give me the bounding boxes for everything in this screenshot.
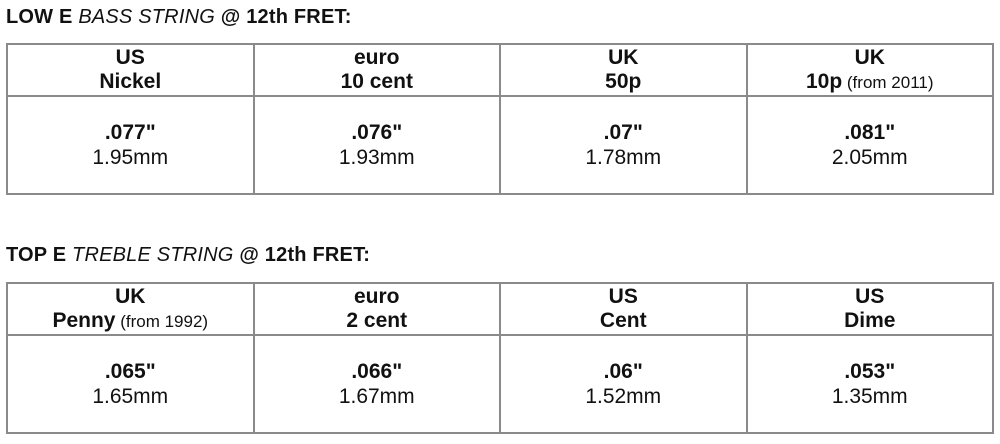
coin-name: 50p bbox=[605, 69, 642, 93]
coin-name: Dime bbox=[844, 308, 896, 332]
thickness-mm: 1.78mm bbox=[585, 146, 662, 169]
title-italic: TREBLE STRING bbox=[72, 244, 234, 266]
coin-header: US Nickel bbox=[6, 43, 255, 97]
bass-string-title: LOW E BASS STRING @ 12th FRET: bbox=[6, 6, 352, 29]
thickness-inches: .077" bbox=[104, 121, 156, 144]
thickness-inches: .06" bbox=[603, 360, 643, 383]
thickness-inches: .076" bbox=[351, 121, 403, 144]
coin-header: euro 2 cent bbox=[252, 282, 501, 336]
thickness-cell: .06" 1.52mm bbox=[499, 334, 748, 434]
thickness-cell: .076" 1.93mm bbox=[252, 95, 501, 195]
coin-header: UK Penny (from 1992) bbox=[6, 282, 255, 336]
thickness-inches: .066" bbox=[351, 360, 403, 383]
bass-string-table: US Nickel euro 10 cent UK 50p UK 10p (from 2… bbox=[6, 43, 994, 195]
coin-country: US bbox=[855, 284, 885, 308]
coin-header: UK 10p (from 2011) bbox=[745, 43, 994, 97]
thickness-inches: .065" bbox=[104, 360, 156, 383]
coin-country: UK bbox=[115, 284, 146, 308]
treble-string-table: UK Penny (from 1992) euro 2 cent US Cent US… bbox=[6, 282, 994, 434]
coin-name: Cent bbox=[599, 308, 647, 332]
title-italic: BASS STRING bbox=[78, 6, 215, 28]
coin-name: Nickel bbox=[99, 69, 162, 93]
thickness-cell: .077" 1.95mm bbox=[6, 95, 255, 195]
thickness-mm: 1.95mm bbox=[92, 146, 169, 169]
thickness-mm: 1.67mm bbox=[338, 385, 415, 408]
thickness-inches: .053" bbox=[844, 360, 896, 383]
coin-header: euro 10 cent bbox=[252, 43, 501, 97]
coin-name: 2 cent bbox=[346, 308, 408, 332]
coin-name-row: US Nickel euro 10 cent UK 50p UK 10p (from 2… bbox=[6, 43, 994, 97]
title-suffix: @ 12th FRET: bbox=[215, 6, 352, 28]
coin-name-row: UK Penny (from 1992) euro 2 cent US Cent US… bbox=[6, 282, 994, 336]
coin-name: 10 cent bbox=[340, 69, 413, 93]
coin-note: (from 1992) bbox=[115, 311, 209, 331]
thickness-cell: .07" 1.78mm bbox=[499, 95, 748, 195]
title-prefix: TOP E bbox=[6, 244, 73, 266]
coin-header: US Dime bbox=[745, 282, 994, 336]
thickness-cell: .066" 1.67mm bbox=[252, 334, 501, 434]
thickness-mm: 1.65mm bbox=[92, 385, 169, 408]
coin-country: UK bbox=[854, 45, 885, 69]
coin-country: US bbox=[115, 45, 145, 69]
thickness-mm: 1.93mm bbox=[338, 146, 415, 169]
thickness-cell: .065" 1.65mm bbox=[6, 334, 255, 434]
thickness-inches: .081" bbox=[844, 121, 896, 144]
treble-string-title: TOP E TREBLE STRING @ 12th FRET: bbox=[6, 244, 370, 267]
coin-country: UK bbox=[608, 45, 639, 69]
coin-name: Penny bbox=[52, 308, 116, 332]
thickness-cell: .053" 1.35mm bbox=[745, 334, 994, 434]
thickness-row: .065" 1.65mm .066" 1.67mm .06" 1.52mm .053"… bbox=[6, 334, 994, 434]
title-prefix: LOW E bbox=[6, 6, 79, 28]
thickness-mm: 1.35mm bbox=[831, 385, 908, 408]
thickness-mm: 2.05mm bbox=[831, 146, 908, 169]
coin-note: (from 2011) bbox=[842, 72, 934, 92]
thickness-mm: 1.52mm bbox=[585, 385, 662, 408]
coin-header: UK 50p bbox=[499, 43, 748, 97]
coin-country: euro bbox=[353, 45, 400, 69]
title-suffix: @ 12th FRET: bbox=[233, 244, 371, 266]
thickness-cell: .081" 2.05mm bbox=[745, 95, 994, 195]
thickness-inches: .07" bbox=[603, 121, 643, 144]
coin-country: US bbox=[608, 284, 638, 308]
coin-header: US Cent bbox=[499, 282, 748, 336]
thickness-row: .077" 1.95mm .076" 1.93mm .07" 1.78mm .081"… bbox=[6, 95, 994, 195]
coin-name: 10p bbox=[805, 69, 843, 93]
coin-country: euro bbox=[353, 284, 400, 308]
